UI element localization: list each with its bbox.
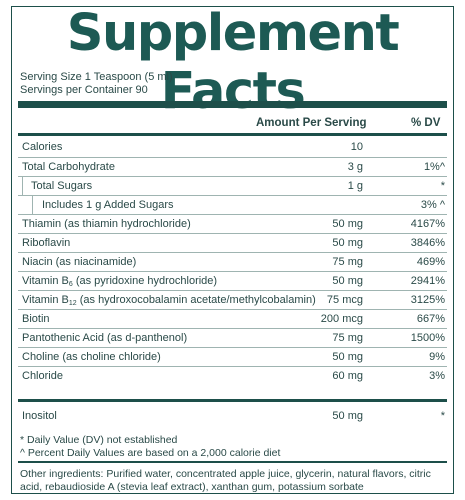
nutrient-dv: 3% xyxy=(429,370,445,382)
nutrient-row: Biotin 200 mcg 667% xyxy=(18,309,447,329)
nutrient-row: Riboflavin 50 mg 3846% xyxy=(18,233,447,253)
nutrient-amount: 50 mg xyxy=(332,237,363,249)
nutrient-name-part: Vitamin B xyxy=(22,275,69,287)
nutrient-amount: 3 g xyxy=(347,161,363,173)
nutrient-amount: 75 mg xyxy=(332,256,363,268)
nutrient-dv: * xyxy=(440,410,445,422)
nutrient-amount: 50 mg xyxy=(332,218,363,230)
nutrient-subscript: 6 xyxy=(68,281,73,288)
indent-line xyxy=(32,196,33,215)
nutrient-name-part: (as pyridoxine hydrochloride) xyxy=(72,275,218,287)
nutrient-row: Chloride 60 mg 3% xyxy=(18,366,447,386)
nutrient-name: Total Sugars xyxy=(31,180,93,192)
nutrient-amount: 1 g xyxy=(347,180,363,192)
nutrient-name-part: (as hydroxocobalamin acetate/methylcobal… xyxy=(76,294,316,306)
nutrient-row: Inositol 50 mg * xyxy=(18,407,447,426)
nutrient-row: Thiamin (as thiamin hydrochloride) 50 mg 4… xyxy=(18,214,447,234)
other-ingredients: Other ingredients: Purified water, conce… xyxy=(20,468,431,493)
nutrient-name: Vitamin B6 (as pyridoxine hydrochloride) xyxy=(22,275,217,288)
nutrient-dv: 9% xyxy=(429,351,445,363)
nutrient-name: Inositol xyxy=(22,410,57,422)
nutrient-row: Calories 10 xyxy=(18,138,447,157)
nutrient-dv: 3% ^ xyxy=(420,199,445,211)
nutrient-name: Choline (as choline chloride) xyxy=(22,351,161,363)
nutrient-dv: 3846% xyxy=(410,237,445,249)
nutrient-dv: * xyxy=(440,180,445,192)
column-header-amount: Amount Per Serving xyxy=(256,117,367,129)
medium-rule-lower xyxy=(18,399,447,402)
nutrient-row: Choline (as choline chloride) 50 mg 9% xyxy=(18,347,447,367)
thick-rule xyxy=(18,101,447,108)
nutrient-name: Includes 1 g Added Sugars xyxy=(42,199,174,211)
nutrient-name: Thiamin (as thiamin hydrochloride) xyxy=(22,218,191,230)
nutrient-row: Niacin (as niacinamide) 75 mg 469% xyxy=(18,252,447,272)
nutrient-name: Biotin xyxy=(22,313,50,325)
footnote-dv: * Daily Value (DV) not established xyxy=(20,434,178,446)
medium-rule xyxy=(18,133,447,136)
nutrient-dv: 1500% xyxy=(410,332,445,344)
nutrient-row: Includes 1 g Added Sugars 3% ^ xyxy=(18,195,447,215)
nutrient-name: Vitamin B12 (as hydroxocobalamin acetate… xyxy=(22,294,316,307)
indent-line xyxy=(22,177,23,196)
nutrient-amount: 50 mg xyxy=(332,351,363,363)
nutrient-row: Pantothenic Acid (as d-panthenol) 75 mg 15… xyxy=(18,328,447,348)
nutrient-dv: 469% xyxy=(416,256,445,268)
panel-title: Supplement Facts xyxy=(66,4,400,121)
nutrient-dv: 3125% xyxy=(410,294,445,306)
nutrient-name: Chloride xyxy=(22,370,63,382)
nutrient-amount: 50 mg xyxy=(332,275,363,287)
nutrient-amount: 10 xyxy=(350,141,363,153)
nutrient-name: Total Carbohydrate xyxy=(22,161,115,173)
footnote-percent: ^ Percent Daily Values are based on a 2,… xyxy=(20,447,281,459)
nutrient-name: Riboflavin xyxy=(22,237,71,249)
nutrient-subscript: 12 xyxy=(68,300,77,307)
footer-rule xyxy=(18,461,447,463)
nutrient-amount: 200 mcg xyxy=(320,313,363,325)
nutrient-dv: 4167% xyxy=(410,218,445,230)
nutrient-row: Vitamin B6 (as pyridoxine hydrochloride)… xyxy=(18,271,447,291)
nutrient-dv: 1%^ xyxy=(423,161,445,173)
servings-per-container: Servings per Container 90 xyxy=(20,84,148,96)
serving-size: Serving Size 1 Teaspoon (5 ml) xyxy=(20,71,173,83)
column-header-dv: % DV xyxy=(411,117,441,129)
nutrient-dv: 2941% xyxy=(410,275,445,287)
nutrient-dv: 667% xyxy=(416,313,445,325)
nutrient-row: Vitamin B12 (as hydroxocobalamin acetate… xyxy=(18,290,447,310)
nutrient-row: Total Sugars 1 g * xyxy=(18,176,447,196)
nutrient-name: Niacin (as niacinamide) xyxy=(22,256,137,268)
nutrient-amount: 75 mg xyxy=(332,332,363,344)
nutrient-amount: 75 mcg xyxy=(326,294,363,306)
nutrient-row: Total Carbohydrate 3 g 1%^ xyxy=(18,157,447,177)
nutrient-name: Calories xyxy=(22,141,63,153)
nutrient-name: Pantothenic Acid (as d-panthenol) xyxy=(22,332,188,344)
nutrient-amount: 50 mg xyxy=(332,410,363,422)
nutrient-name-part: Vitamin B xyxy=(22,294,69,306)
nutrient-amount: 60 mg xyxy=(332,370,363,382)
supplement-facts-panel: Supplement Facts Serving Size 1 Teaspoon… xyxy=(11,4,454,494)
